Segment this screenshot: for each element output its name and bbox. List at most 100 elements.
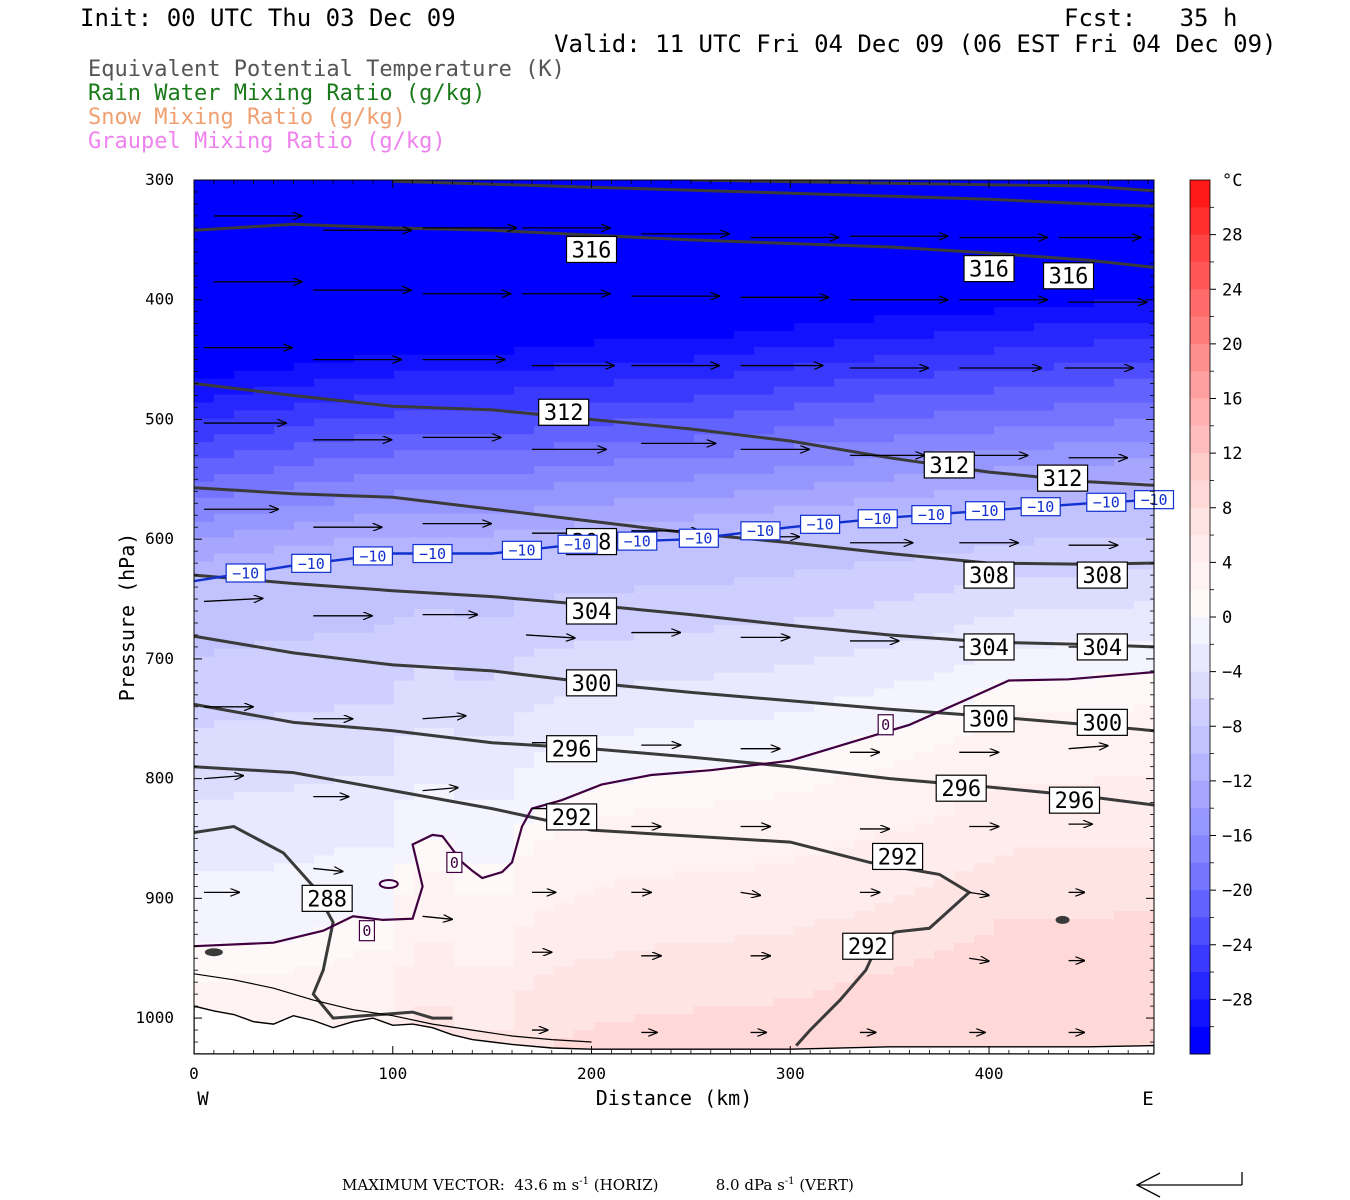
shading-cell bbox=[254, 1006, 275, 1015]
shading-cell bbox=[574, 497, 595, 507]
shading-cell bbox=[194, 950, 215, 960]
shading-cell bbox=[734, 664, 755, 674]
shading-cell bbox=[594, 783, 615, 793]
shading-cell bbox=[314, 950, 335, 960]
shading-cell bbox=[834, 187, 855, 197]
shading-cell bbox=[514, 768, 535, 777]
shading-cell bbox=[774, 243, 795, 253]
shading-cell bbox=[954, 362, 975, 372]
shading-cell bbox=[454, 760, 475, 769]
shading-cell bbox=[514, 648, 535, 658]
shading-cell bbox=[794, 601, 815, 610]
shading-cell bbox=[754, 402, 775, 411]
shading-cell bbox=[1054, 537, 1075, 546]
shading-cell bbox=[954, 672, 975, 682]
shading-cell bbox=[674, 386, 695, 396]
shading-cell bbox=[734, 783, 755, 793]
shading-cell bbox=[694, 624, 715, 634]
shading-cell bbox=[934, 918, 955, 928]
shading-cell bbox=[394, 632, 415, 642]
shading-cell bbox=[514, 942, 535, 952]
shading-cell bbox=[634, 187, 655, 197]
shading-cell bbox=[454, 895, 475, 904]
shading-cell bbox=[994, 990, 1015, 999]
shading-cell bbox=[894, 744, 915, 753]
shading-cell bbox=[1054, 418, 1075, 427]
shading-cell bbox=[894, 696, 915, 705]
shading-cell bbox=[814, 553, 835, 562]
shading-cell bbox=[414, 783, 435, 793]
shading-cell bbox=[354, 847, 375, 856]
shading-cell bbox=[774, 299, 795, 308]
shading-cell bbox=[334, 752, 355, 761]
shading-cell bbox=[394, 187, 415, 197]
shading-cell bbox=[1014, 219, 1035, 229]
shading-cell bbox=[254, 990, 275, 999]
shading-cell bbox=[654, 863, 675, 872]
shading-cell bbox=[674, 243, 695, 253]
shading-cell bbox=[354, 323, 375, 332]
shading-cell bbox=[234, 553, 255, 562]
shading-cell bbox=[594, 696, 615, 705]
shading-cell bbox=[514, 426, 535, 435]
shading-cell bbox=[274, 648, 295, 658]
shading-cell bbox=[794, 688, 815, 697]
shading-cell bbox=[474, 672, 495, 682]
shading-cell bbox=[614, 871, 635, 880]
shading-cell bbox=[614, 299, 635, 308]
shading-cell bbox=[714, 831, 735, 840]
shading-cell bbox=[454, 982, 475, 991]
shading-cell bbox=[214, 235, 235, 245]
shading-cell bbox=[1094, 370, 1115, 380]
shading-cell bbox=[334, 529, 355, 539]
shading-cell bbox=[194, 227, 215, 237]
shading-cell bbox=[1074, 974, 1095, 983]
shading-cell bbox=[974, 950, 995, 960]
shading-cell bbox=[594, 553, 615, 562]
shading-cell bbox=[414, 394, 435, 403]
shading-cell bbox=[394, 736, 415, 745]
shading-cell bbox=[734, 720, 755, 729]
shading-cell bbox=[494, 481, 515, 491]
shading-cell bbox=[494, 243, 515, 253]
shading-cell bbox=[814, 966, 835, 976]
shading-cell bbox=[654, 879, 675, 888]
shading-cell bbox=[514, 211, 535, 221]
shading-cell bbox=[794, 640, 815, 650]
shading-cell bbox=[614, 497, 635, 507]
shading-cell bbox=[774, 934, 795, 944]
shading-cell bbox=[754, 815, 775, 825]
shading-cell bbox=[854, 760, 875, 769]
shading-cell bbox=[494, 712, 515, 721]
shading-cell bbox=[1054, 521, 1075, 531]
shading-cell bbox=[674, 410, 695, 419]
shading-cell bbox=[1094, 235, 1115, 245]
shading-cell bbox=[934, 426, 955, 435]
shading-cell bbox=[674, 720, 695, 729]
shading-cell bbox=[454, 903, 475, 912]
shading-cell bbox=[354, 1006, 375, 1015]
shading-cell bbox=[1094, 466, 1115, 475]
shading-cell bbox=[654, 672, 675, 682]
shading-cell bbox=[634, 259, 655, 268]
shading-cell bbox=[834, 307, 855, 316]
shading-cell bbox=[534, 752, 555, 761]
shading-cell bbox=[274, 982, 295, 991]
shading-cell bbox=[294, 378, 315, 388]
shading-cell bbox=[854, 815, 875, 825]
shading-cell bbox=[674, 950, 695, 960]
shading-cell bbox=[1074, 926, 1095, 936]
shading-cell bbox=[314, 609, 335, 618]
shading-cell bbox=[514, 1030, 535, 1039]
shading-cell bbox=[374, 299, 395, 308]
shading-cell bbox=[914, 688, 935, 697]
shading-cell bbox=[574, 211, 595, 221]
shading-cell bbox=[874, 331, 895, 340]
shading-cell bbox=[794, 354, 815, 364]
shading-cell bbox=[254, 895, 275, 904]
shading-cell bbox=[1034, 672, 1055, 682]
shading-cell bbox=[774, 648, 795, 658]
shading-cell bbox=[574, 791, 595, 801]
shading-cell bbox=[614, 672, 635, 682]
shading-cell bbox=[514, 688, 535, 697]
